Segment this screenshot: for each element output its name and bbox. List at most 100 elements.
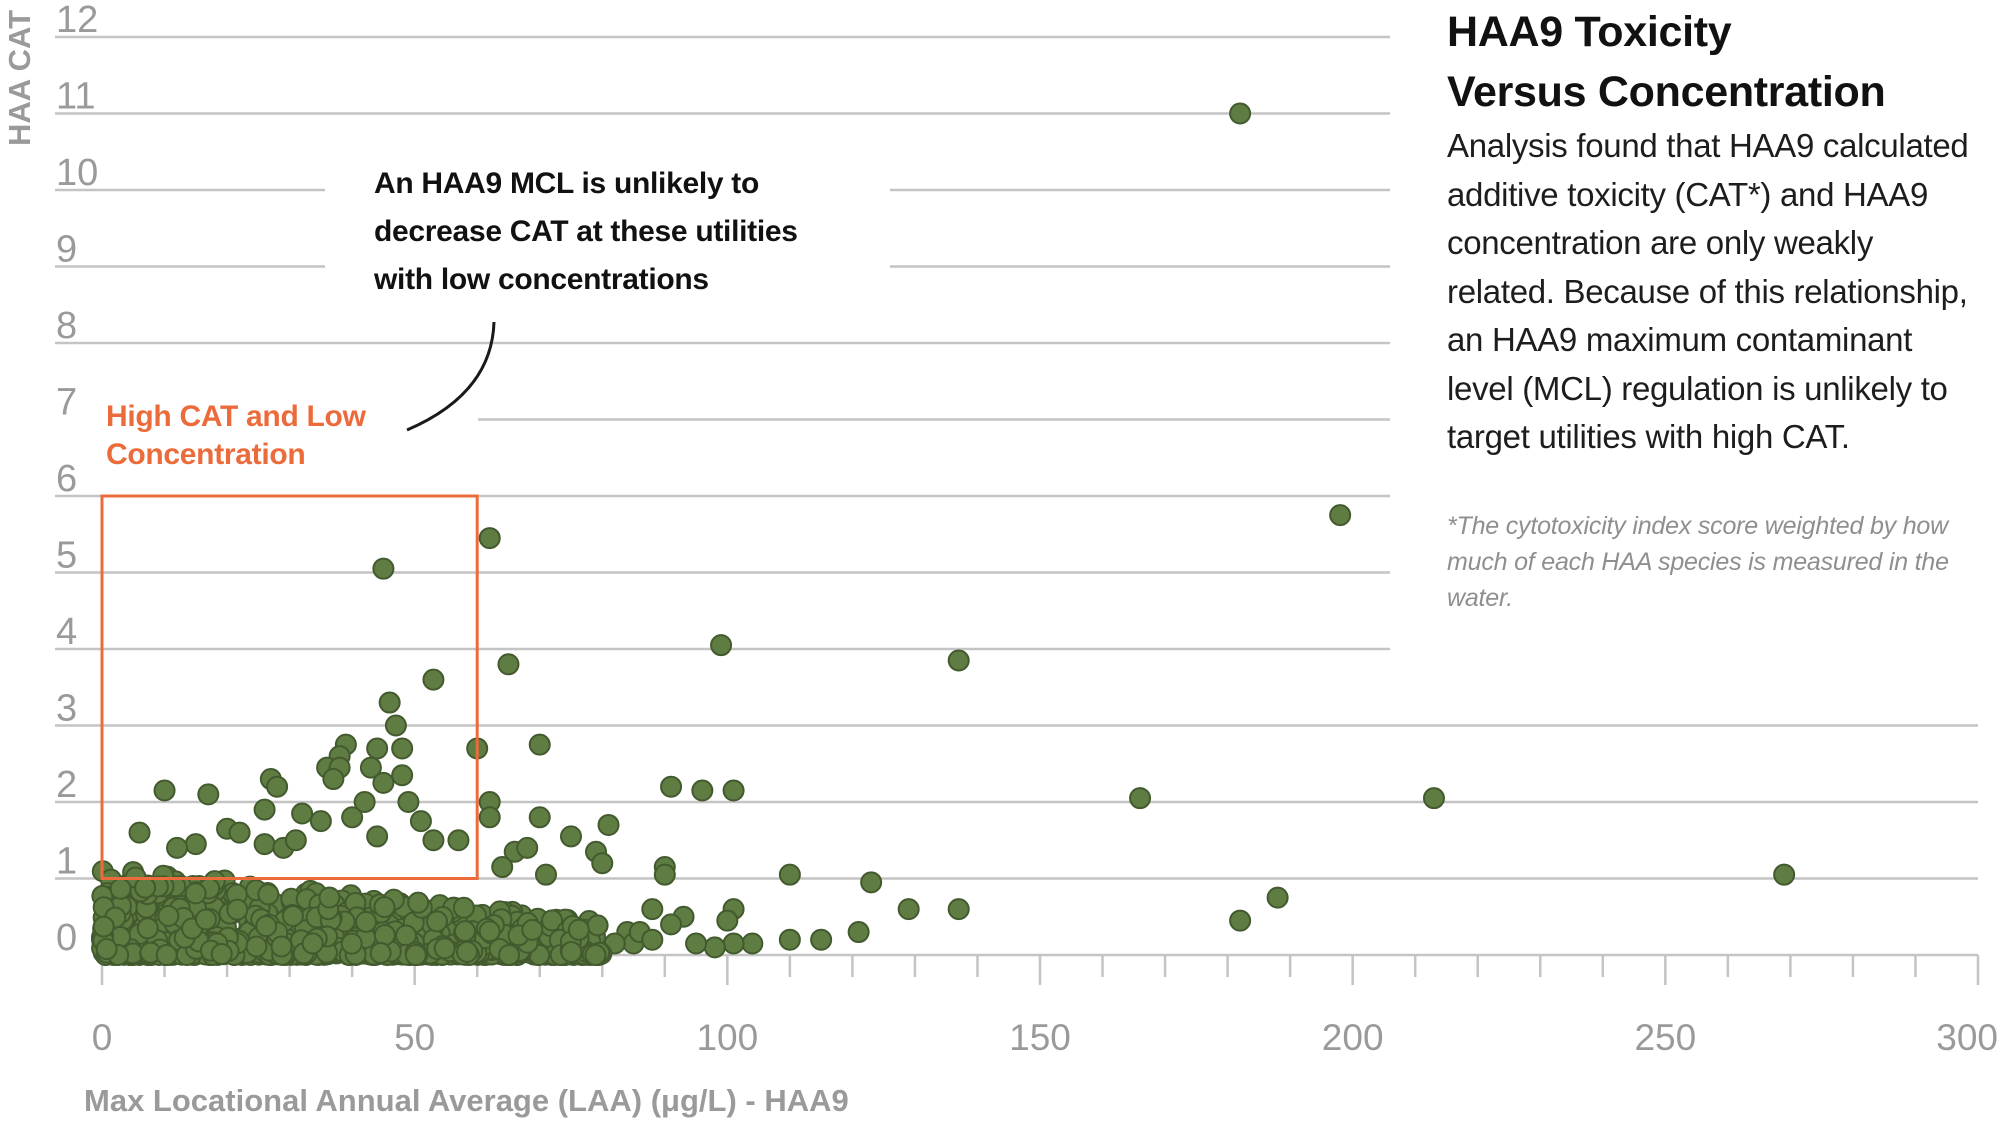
- highlight-region-box: [100, 494, 479, 880]
- data-point: [778, 928, 801, 951]
- panel-title: HAA9 Toxicity Versus Concentration: [1447, 2, 1987, 122]
- y-tick-label: 6: [56, 458, 77, 500]
- data-point: [847, 921, 870, 944]
- data-point: [153, 779, 176, 802]
- x-tick-label: 0: [92, 1017, 113, 1058]
- data-point: [397, 791, 420, 813]
- y-tick-label: 12: [56, 0, 98, 41]
- data-point: [340, 932, 363, 955]
- data-point: [560, 940, 583, 963]
- data-point: [1329, 504, 1352, 527]
- data-point: [391, 737, 414, 760]
- data-point: [528, 806, 551, 829]
- data-point: [404, 943, 427, 966]
- panel-title-line1: HAA9 Toxicity: [1447, 8, 1732, 56]
- data-point: [197, 783, 220, 806]
- callout-line-2: decrease CAT at these utilities: [374, 215, 798, 248]
- data-point: [92, 915, 115, 938]
- x-axis: 0 50 100 150 200 250 300: [92, 955, 1998, 1058]
- panel-description: Analysis found that HAA9 calculated addi…: [1447, 127, 1969, 455]
- data-point: [257, 883, 280, 906]
- data-point: [591, 852, 614, 875]
- data-point: [660, 913, 683, 936]
- data-point: [1229, 102, 1252, 125]
- data-point: [157, 904, 180, 927]
- data-point: [722, 932, 745, 955]
- data-point: [534, 863, 557, 886]
- data-point: [1773, 863, 1796, 886]
- data-point: [95, 938, 118, 961]
- data-point: [353, 791, 376, 813]
- data-point: [291, 802, 314, 825]
- data-point: [452, 896, 475, 919]
- data-point: [516, 836, 539, 859]
- data-point: [660, 775, 683, 798]
- y-tick-label: 2: [56, 764, 77, 806]
- data-point: [255, 915, 278, 938]
- data-point: [703, 936, 726, 959]
- panel-footnote: *The cytotoxicity index score weighted b…: [1447, 511, 1949, 612]
- data-point: [541, 909, 564, 932]
- x-tick-label: 150: [1009, 1017, 1071, 1058]
- data-point: [453, 920, 476, 943]
- data-point: [195, 908, 218, 931]
- data-point: [341, 806, 364, 829]
- data-point: [373, 896, 396, 919]
- data-point: [245, 935, 268, 958]
- highlight-label-line-2: Concentration: [106, 438, 306, 471]
- data-point: [478, 920, 501, 943]
- data-point: [409, 810, 432, 833]
- data-point: [281, 904, 304, 927]
- data-point: [1266, 886, 1289, 909]
- data-point: [710, 634, 733, 657]
- data-point: [685, 932, 708, 955]
- data-point: [691, 779, 714, 802]
- data-point: [1422, 787, 1445, 810]
- data-point: [641, 928, 664, 951]
- data-point: [301, 932, 324, 955]
- data-point: [567, 918, 590, 941]
- y-tick-label: 9: [56, 229, 77, 271]
- data-point: [253, 798, 276, 821]
- data-point: [372, 557, 395, 580]
- data-point: [407, 891, 430, 914]
- info-panel: HAA9 Toxicity Versus Concentration Analy…: [1447, 2, 1987, 641]
- mcl-callout: An HAA9 MCL is unlikely to decrease CAT …: [374, 160, 894, 304]
- data-point: [722, 779, 745, 802]
- data-point: [528, 733, 551, 756]
- y-tick-label: 7: [56, 382, 77, 424]
- y-tick-label: 8: [56, 305, 77, 347]
- data-point: [184, 833, 207, 856]
- data-point: [391, 764, 414, 787]
- data-point: [384, 714, 407, 737]
- panel-title-line2: Versus Concentration: [1447, 68, 1886, 116]
- callout-line-3: with low concentrations: [374, 263, 709, 296]
- y-tick-label: 4: [56, 611, 77, 653]
- x-tick-label: 250: [1634, 1017, 1696, 1058]
- callout-leader-line: [406, 321, 496, 432]
- data-point: [369, 942, 392, 965]
- data-point: [425, 910, 448, 933]
- data-point: [491, 856, 514, 879]
- data-point: [498, 943, 521, 966]
- data-points: [91, 102, 1796, 966]
- data-point: [497, 653, 520, 676]
- callout-line-1: An HAA9 MCL is unlikely to: [374, 167, 760, 200]
- x-tick-label: 50: [394, 1017, 435, 1058]
- data-point: [210, 942, 233, 965]
- data-point: [947, 898, 970, 921]
- x-axis-title: Max Locational Annual Average (LAA) (μg/…: [84, 1083, 849, 1118]
- data-point: [584, 943, 607, 966]
- data-point: [253, 833, 276, 856]
- data-point: [422, 668, 445, 691]
- data-point: [366, 825, 389, 848]
- data-point: [456, 940, 479, 963]
- data-point: [134, 876, 157, 899]
- data-point: [226, 898, 249, 921]
- data-point: [947, 649, 970, 672]
- data-point: [136, 917, 159, 940]
- highlight-label-line-1: High CAT and Low: [106, 400, 366, 433]
- data-point: [378, 691, 401, 714]
- data-point: [359, 756, 382, 779]
- data-point: [322, 768, 345, 791]
